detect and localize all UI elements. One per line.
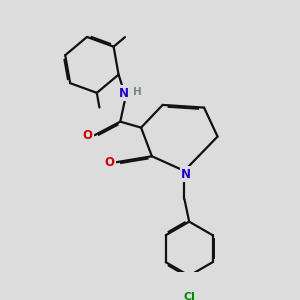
Text: Cl: Cl xyxy=(183,292,195,300)
Text: H: H xyxy=(133,88,141,98)
Text: O: O xyxy=(104,156,115,169)
Text: N: N xyxy=(119,87,129,100)
Text: N: N xyxy=(181,168,191,181)
Text: O: O xyxy=(83,129,93,142)
